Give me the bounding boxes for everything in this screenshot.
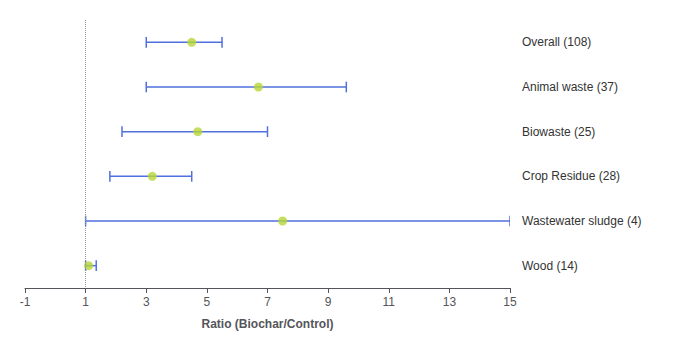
svg-text:Wastewater sludge (4): Wastewater sludge (4) (522, 214, 642, 228)
svg-text:Biowaste (25): Biowaste (25) (522, 125, 595, 139)
svg-text:13: 13 (443, 295, 457, 309)
svg-text:15: 15 (503, 295, 517, 309)
svg-text:9: 9 (325, 295, 332, 309)
svg-text:Ratio (Biochar/Control): Ratio (Biochar/Control) (202, 317, 334, 331)
svg-text:Animal waste (37): Animal waste (37) (522, 80, 618, 94)
svg-text:Crop Residue (28): Crop Residue (28) (522, 169, 620, 183)
svg-text:1: 1 (82, 295, 89, 309)
svg-text:5: 5 (204, 295, 211, 309)
svg-text:3: 3 (143, 295, 150, 309)
svg-text:7: 7 (264, 295, 271, 309)
svg-text:11: 11 (383, 295, 396, 309)
svg-text:-1: -1 (20, 295, 31, 309)
svg-text:Overall (108): Overall (108) (522, 35, 591, 49)
svg-text:Wood (14): Wood (14) (522, 259, 578, 273)
